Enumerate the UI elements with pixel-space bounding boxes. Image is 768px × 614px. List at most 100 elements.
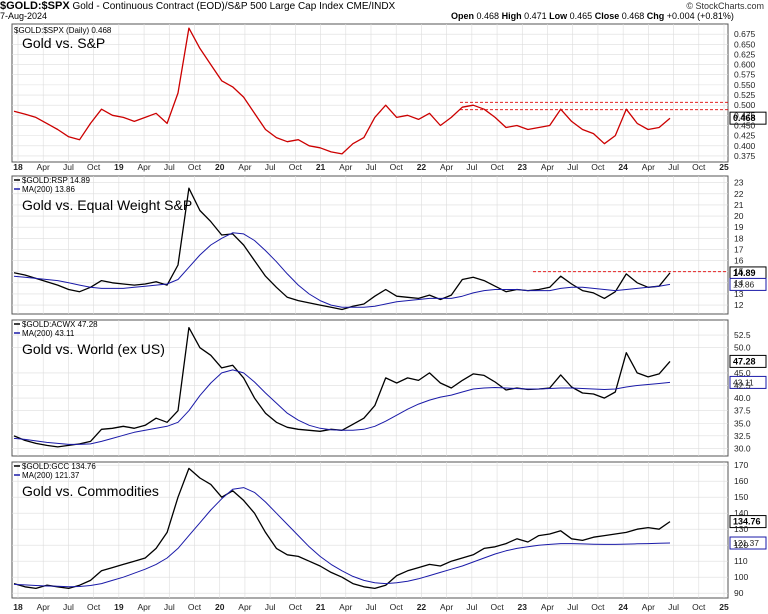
x-tick-label-bottom: Oct (692, 602, 706, 612)
close-label: Close (594, 11, 620, 21)
last-value-box (729, 354, 767, 368)
x-tick-label-bottom: Jul (265, 602, 276, 612)
y-tick-label: 0.650 (734, 39, 756, 49)
panel-title: Gold vs. World (ex US) (22, 341, 165, 357)
x-tick-label-top: Oct (692, 162, 706, 172)
ma-200-line (13, 232, 671, 308)
y-tick-label: 20 (734, 211, 744, 221)
x-tick-label-top: 23 (518, 162, 528, 172)
y-tick-label: 40.0 (734, 393, 751, 403)
low-value: 0.465 (569, 11, 593, 21)
x-tick-label-top: Jul (366, 162, 377, 172)
x-tick-label-top: 18 (13, 162, 23, 172)
y-tick-label: 23 (734, 178, 744, 188)
panel-legend: $GOLD:GCC 134.76 (22, 462, 96, 471)
y-tick-label: 0.600 (734, 60, 756, 70)
y-tick-label: 37.5 (734, 406, 751, 416)
x-tick-label-bottom: Apr (37, 602, 50, 612)
x-tick-label-bottom: Jul (63, 602, 74, 612)
x-tick-label-bottom: 22 (417, 602, 427, 612)
y-tick-label: 42.5 (734, 380, 751, 390)
x-tick-label-top: Jul (668, 162, 679, 172)
open-value: 0.468 (476, 11, 500, 21)
x-tick-label-top: Jul (164, 162, 175, 172)
panel-legend: $GOLD:RSP 14.89 (22, 176, 90, 185)
y-tick-label: 0.425 (734, 131, 756, 141)
high-label: High (501, 11, 522, 21)
x-tick-label-top: Oct (188, 162, 202, 172)
x-tick-label-top: Oct (289, 162, 303, 172)
x-tick-label-bottom: Jul (164, 602, 175, 612)
price-line (13, 27, 671, 155)
x-tick-label-top: Apr (541, 162, 554, 172)
y-tick-label: 32.5 (734, 431, 751, 441)
chart-panel-1 (11, 23, 767, 163)
x-tick-label-bottom: Oct (591, 602, 605, 612)
x-tick-label-bottom: Apr (642, 602, 655, 612)
y-tick-label: 0.500 (734, 100, 756, 110)
last-value-box (729, 515, 767, 529)
y-tick-label: 0.675 (734, 29, 756, 39)
x-tick-label-top: Oct (87, 162, 101, 172)
y-tick-label: 130 (734, 524, 748, 534)
y-tick-label: 12 (734, 300, 744, 310)
x-tick-label-bottom: 23 (518, 602, 528, 612)
ma-value-box (729, 375, 767, 389)
last-value-label: 134.76 (733, 517, 761, 527)
y-tick-label: 18 (734, 233, 744, 243)
y-tick-label: 160 (734, 476, 748, 486)
panel-legend: MA(200) 43.11 (22, 329, 75, 338)
x-tick-label-top: Apr (339, 162, 352, 172)
low-label: Low (549, 11, 568, 21)
panel-frame (11, 23, 729, 163)
y-tick-label: 0.475 (734, 110, 756, 120)
price-line (13, 187, 671, 311)
y-tick-label: 90 (734, 588, 744, 598)
x-tick-label-bottom: 20 (215, 602, 225, 612)
y-tick-label: 50.0 (734, 343, 751, 353)
panel-legend: $GOLD:ACWX 47.28 (22, 320, 98, 329)
ma-value-box (729, 536, 767, 550)
x-tick-label-top: Apr (37, 162, 50, 172)
y-tick-label: 0.575 (734, 70, 756, 80)
panel-frame (11, 175, 729, 315)
x-tick-label-bottom: 18 (13, 602, 23, 612)
x-tick-label-bottom: 24 (618, 602, 628, 612)
x-tick-label-top: Apr (137, 162, 150, 172)
ohlc-readout: Open 0.468 High 0.471 Low 0.465 Close 0.… (451, 11, 734, 21)
x-tick-label-bottom: 25 (719, 602, 729, 612)
y-tick-label: 0.375 (734, 151, 756, 161)
x-tick-label-bottom: 19 (114, 602, 124, 612)
panel-legend: MA(200) 121.37 (22, 471, 80, 480)
y-tick-label: 100 (734, 572, 748, 582)
y-tick-label: 0.550 (734, 80, 756, 90)
chart-panel-2 (11, 175, 767, 315)
ma-200-line (13, 487, 671, 588)
y-tick-label: 45.0 (734, 368, 751, 378)
x-tick-label-bottom: Apr (339, 602, 352, 612)
y-tick-label: 120 (734, 540, 748, 550)
y-tick-label: 13 (734, 289, 744, 299)
y-tick-label: 0.450 (734, 120, 756, 130)
x-tick-label-top: Jul (567, 162, 578, 172)
x-tick-label-bottom: Apr (137, 602, 150, 612)
x-tick-label-bottom: Apr (440, 602, 453, 612)
panel-title: Gold vs. Equal Weight S&P (22, 197, 192, 213)
x-tick-label-bottom: Jul (466, 602, 477, 612)
x-tick-label-top: 24 (618, 162, 628, 172)
chg-value: +0.004 (+0.81%) (666, 11, 734, 21)
x-tick-label-bottom: Apr (541, 602, 554, 612)
ma-value-label: 121.37 (733, 538, 759, 548)
x-tick-label-top: 21 (316, 162, 326, 172)
y-tick-label: 0.525 (734, 90, 756, 100)
x-tick-label-top: 20 (215, 162, 225, 172)
ma-200-line (13, 369, 671, 445)
x-tick-label-top: Oct (591, 162, 605, 172)
high-value: 0.471 (524, 11, 547, 21)
x-tick-label-bottom: Oct (390, 602, 404, 612)
x-tick-label-top: Oct (490, 162, 504, 172)
y-tick-label: 14 (734, 278, 744, 288)
last-value-label: 0.468 (733, 113, 756, 123)
symbol-description: Gold - Continuous Contract (EOD)/S&P 500… (72, 1, 396, 12)
